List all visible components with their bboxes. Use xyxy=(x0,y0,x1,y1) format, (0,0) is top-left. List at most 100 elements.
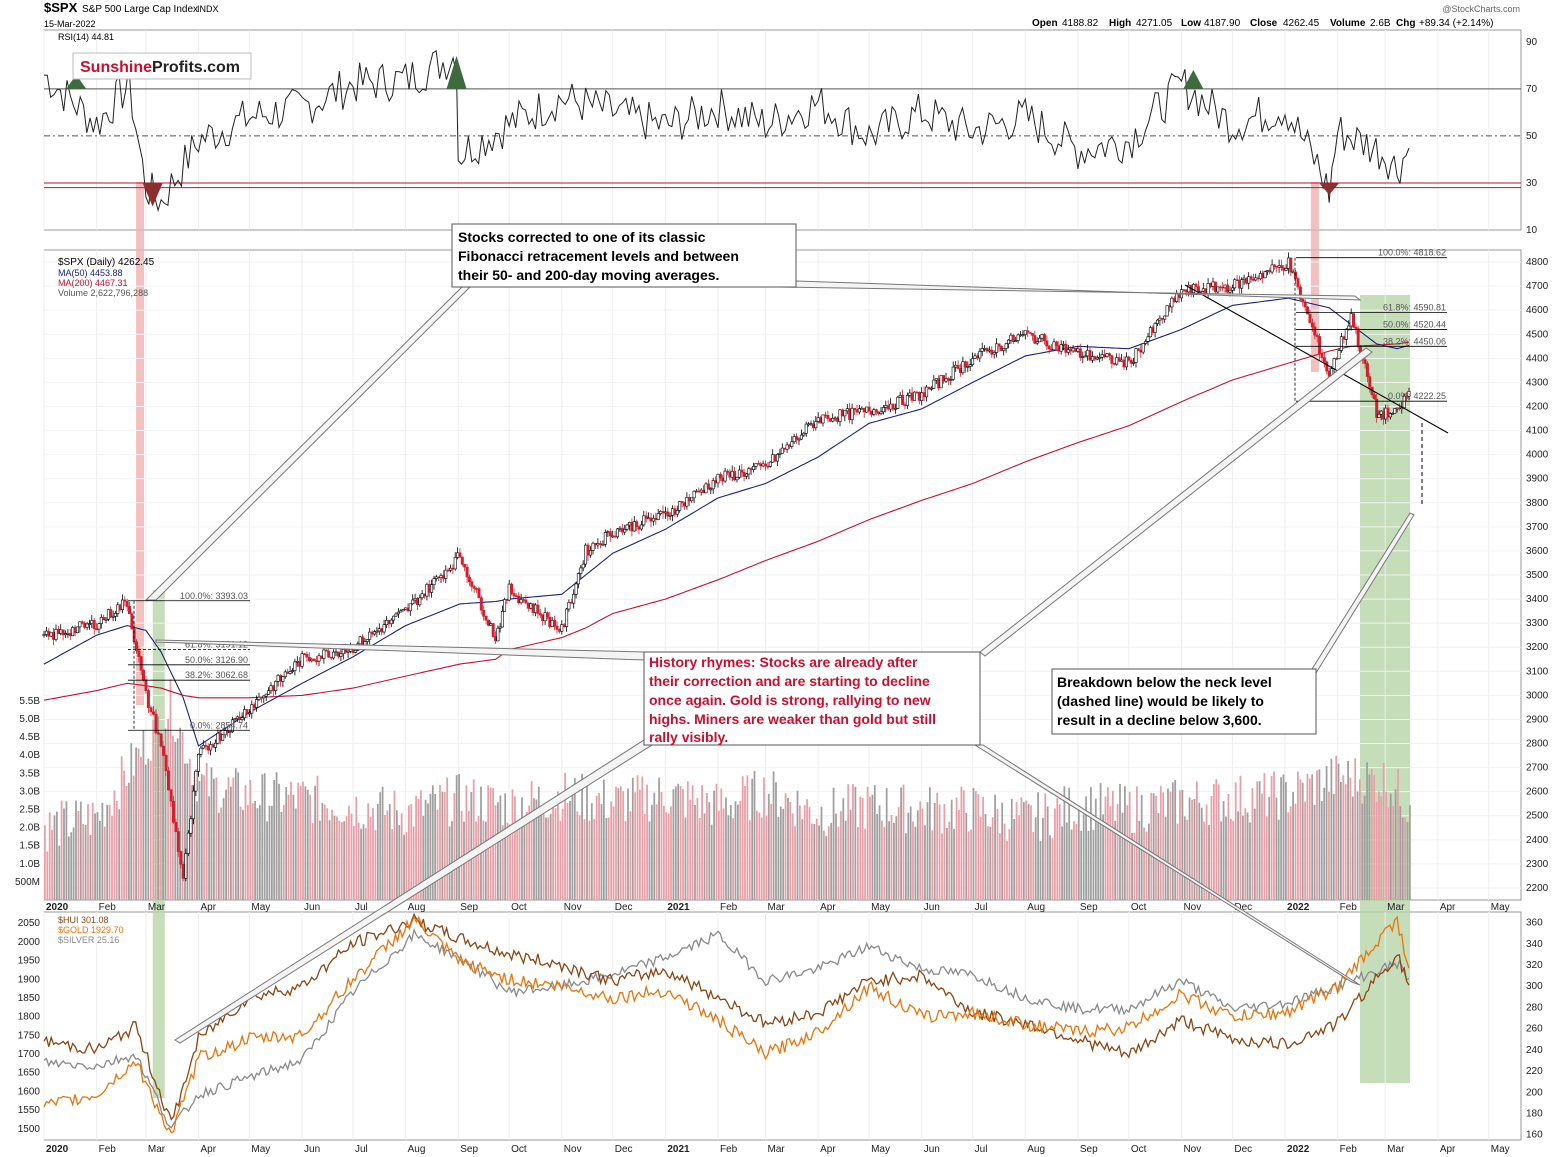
price-candle xyxy=(278,674,282,682)
price-candle xyxy=(773,454,777,462)
price-candle xyxy=(857,408,861,413)
price-candle xyxy=(1172,297,1176,303)
volume-bar xyxy=(412,826,415,900)
price-candle xyxy=(186,832,190,854)
price-candle xyxy=(152,711,156,715)
volume-bar xyxy=(1359,779,1361,900)
volume-bar xyxy=(1167,788,1169,900)
price-candle xyxy=(1110,355,1114,364)
price-candle xyxy=(699,489,703,493)
volume-bar xyxy=(287,794,290,900)
price-candle xyxy=(521,599,525,601)
silver-line xyxy=(43,927,1410,1129)
history-note-line-5: rally visibly. xyxy=(649,729,728,745)
metals-x-tick-label: Aug xyxy=(1027,1144,1045,1155)
volume-bar xyxy=(1297,771,1299,900)
volume-bar xyxy=(225,789,227,900)
volume-bar xyxy=(554,808,557,900)
volume-bar xyxy=(511,789,514,900)
price-x-tick-label: Feb xyxy=(99,902,117,913)
volume-bar xyxy=(1128,791,1131,900)
breakdown-note-line-2: (dashed line) would be likely to xyxy=(1057,693,1264,709)
price-candle xyxy=(647,517,651,520)
price-candle xyxy=(1026,330,1030,333)
legend-gold: $GOLD 1929.70 xyxy=(58,925,124,935)
volume-bar xyxy=(732,818,734,900)
price-candle xyxy=(109,609,113,618)
volume-bar xyxy=(247,804,249,900)
volume-bar xyxy=(665,812,668,900)
volume-bar xyxy=(249,779,252,900)
price-candle xyxy=(1030,333,1034,336)
price-tick-label: 2500 xyxy=(1526,811,1549,822)
volume-bar xyxy=(893,822,895,900)
volume-bar xyxy=(282,805,285,900)
price-candle xyxy=(838,409,842,422)
price-candle xyxy=(744,473,748,477)
volume-bar xyxy=(1143,827,1145,900)
volume-bar xyxy=(559,820,562,900)
volume-bar xyxy=(472,779,475,900)
price-candle xyxy=(1352,313,1356,328)
price-candle xyxy=(517,595,521,604)
volume-bar xyxy=(1025,800,1028,900)
volume-bar xyxy=(907,812,910,900)
volume-bar xyxy=(494,805,497,900)
price-candle xyxy=(332,651,336,659)
price-candle xyxy=(1081,356,1085,358)
volume-bar xyxy=(326,808,329,900)
volume-bar xyxy=(362,824,365,900)
price-candle xyxy=(1204,288,1208,295)
volume-bar xyxy=(53,815,56,900)
price-candle xyxy=(484,615,488,621)
price-x-tick-label: Jun xyxy=(924,902,940,913)
fib-2022-label: 0.0%: 4222.25 xyxy=(1388,391,1446,401)
price-candle xyxy=(1033,335,1037,344)
volume-bar xyxy=(627,788,629,900)
volume-bar xyxy=(586,781,588,900)
price-x-tick-label: Sep xyxy=(1080,902,1098,913)
price-candle xyxy=(1184,289,1188,293)
volume-bar xyxy=(273,780,276,900)
metals-x-tick-label: Apr xyxy=(1440,1144,1456,1155)
price-candle xyxy=(675,510,679,515)
volume-bar xyxy=(955,797,958,900)
price-candle xyxy=(1199,290,1203,293)
volume-bar xyxy=(509,824,511,900)
price-candle xyxy=(725,470,729,473)
price-x-tick-label: Mar xyxy=(148,902,166,913)
price-candle xyxy=(44,630,48,635)
volume-bar xyxy=(391,829,394,900)
volume-bar xyxy=(48,812,51,900)
price-candle xyxy=(1363,359,1367,364)
volume-bar xyxy=(557,791,559,900)
volume-tick-label: 3.5B xyxy=(19,768,40,779)
price-candle xyxy=(1286,257,1290,269)
price-candle xyxy=(201,745,205,749)
volume-bar xyxy=(1085,796,1087,900)
volume-bar xyxy=(191,784,194,900)
volume-bar xyxy=(1109,806,1112,900)
volume-bar xyxy=(1409,805,1411,900)
volume-bar xyxy=(1277,819,1280,900)
volume-bar xyxy=(641,776,644,900)
price-candle xyxy=(235,716,239,720)
price-candle xyxy=(104,618,108,621)
price-tick-label: 4200 xyxy=(1526,401,1549,412)
price-candle xyxy=(184,853,188,879)
volume-bar xyxy=(319,820,321,900)
volume-bar xyxy=(1332,793,1335,900)
volume-bar xyxy=(806,799,808,900)
price-tick-label: 4800 xyxy=(1526,257,1549,268)
price-candle xyxy=(415,597,419,606)
metals-x-tick-label: May xyxy=(1491,1144,1510,1155)
rsi-legend: RSI(14) 44.81 xyxy=(58,32,114,42)
price-candle xyxy=(625,524,629,530)
price-candle xyxy=(344,649,348,653)
volume-bar xyxy=(384,815,386,900)
price-candle xyxy=(68,632,72,636)
volume-bar xyxy=(593,819,596,900)
volume-bar xyxy=(1133,832,1136,900)
metals-x-tick-label: Oct xyxy=(1131,1144,1147,1155)
volume-bar xyxy=(1186,819,1189,900)
